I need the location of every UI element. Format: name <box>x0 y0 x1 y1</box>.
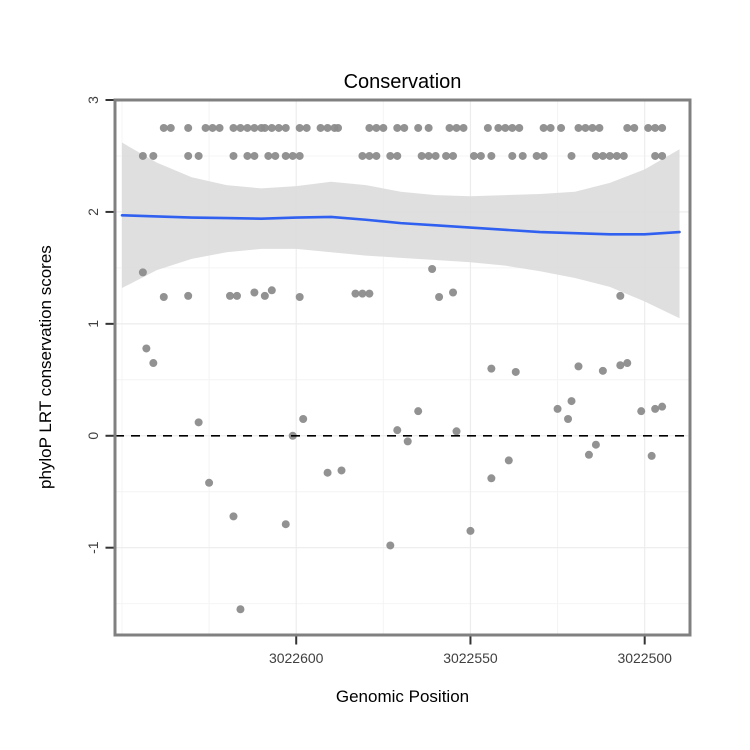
svg-text:1: 1 <box>85 320 101 328</box>
svg-text:3022600: 3022600 <box>269 650 324 666</box>
y-axis-label: phyloP LRT conservation scores <box>36 245 55 490</box>
svg-text:3: 3 <box>85 96 101 104</box>
svg-text:3022500: 3022500 <box>617 650 672 666</box>
svg-text:0: 0 <box>85 432 101 440</box>
svg-text:-1: -1 <box>85 541 101 554</box>
svg-text:3022550: 3022550 <box>443 650 498 666</box>
svg-text:2: 2 <box>85 208 101 216</box>
chart-title: Conservation <box>343 71 462 93</box>
x-axis-label: Genomic Position <box>335 687 470 706</box>
